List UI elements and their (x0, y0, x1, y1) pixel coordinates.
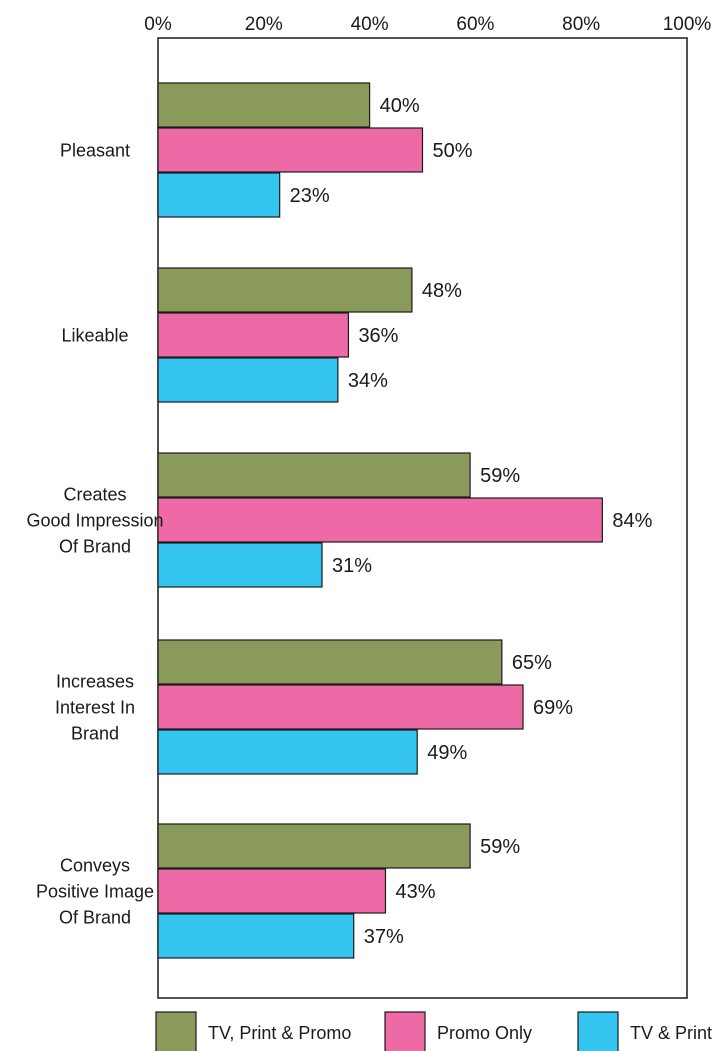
bar (157, 357, 339, 403)
data-label: 59% (480, 836, 520, 858)
data-label: 69% (533, 697, 573, 719)
bar (157, 82, 371, 128)
bar (157, 452, 471, 498)
legend: TV, Print & Promo Promo Only TV & Print (155, 1011, 712, 1051)
category-labels: Pleasant Likeable Creates Good Impression Of… (26, 141, 163, 928)
data-label: 23% (290, 185, 330, 207)
category-label-line: Interest In (55, 698, 135, 718)
category-label-line: Of Brand (59, 537, 131, 557)
data-label: 50% (433, 140, 473, 162)
data-label: 43% (395, 881, 435, 903)
bar (157, 542, 323, 588)
legend-swatch (577, 1011, 619, 1051)
legend-label: TV & Print (630, 1023, 712, 1043)
data-label: 40% (380, 95, 420, 117)
x-tick-label: 40% (351, 14, 389, 35)
data-label: 31% (332, 555, 372, 577)
category-label-line: Positive Image (36, 882, 154, 902)
bar (157, 497, 603, 543)
data-label: 37% (364, 926, 404, 948)
data-label: 36% (358, 325, 398, 347)
bar (157, 312, 350, 358)
x-tick-label: 80% (562, 14, 600, 35)
category-label-line: Creates (63, 485, 126, 505)
data-label: 34% (348, 370, 388, 392)
data-label: 49% (427, 742, 467, 764)
category-label: Pleasant (60, 141, 130, 161)
category-label: Increases Interest In Brand (55, 672, 135, 744)
category-label-line: Brand (71, 724, 119, 744)
legend-label: TV, Print & Promo (208, 1023, 351, 1043)
x-tick-label: 60% (456, 14, 494, 35)
category-label-line: Good Impression (26, 511, 163, 531)
bar (157, 913, 355, 959)
category-label: Creates Good Impression Of Brand (26, 485, 163, 557)
data-label: 59% (480, 465, 520, 487)
category-label-line: Conveys (60, 856, 130, 876)
bar (157, 267, 413, 313)
x-tick-label: 20% (245, 14, 283, 35)
bar (157, 172, 281, 218)
category-label-line: Pleasant (60, 141, 130, 161)
category-label-line: Of Brand (59, 908, 131, 928)
bar (157, 823, 471, 869)
bar (157, 127, 424, 173)
category-label-line: Likeable (61, 326, 128, 346)
data-label: 48% (422, 280, 462, 302)
data-label: 65% (512, 652, 552, 674)
legend-label: Promo Only (437, 1023, 532, 1043)
bar (157, 729, 418, 775)
bar (157, 639, 503, 685)
x-axis-ticks: 0% 20% 40% 60% 80% 100% (144, 14, 711, 35)
x-tick-label: 0% (144, 14, 172, 35)
bars: 40% 50% 23% 48% 36% 34% 59% 84% 31% 65% 69% 49% 59% 4… (157, 82, 653, 959)
bar (157, 684, 524, 730)
legend-swatch (155, 1011, 197, 1051)
category-label: Conveys Positive Image Of Brand (36, 856, 154, 928)
x-tick-label: 100% (663, 14, 712, 35)
category-label-line: Increases (56, 672, 134, 692)
data-label: 84% (612, 510, 652, 532)
category-label: Likeable (61, 326, 128, 346)
legend-swatch (384, 1011, 426, 1051)
bar (157, 868, 387, 914)
